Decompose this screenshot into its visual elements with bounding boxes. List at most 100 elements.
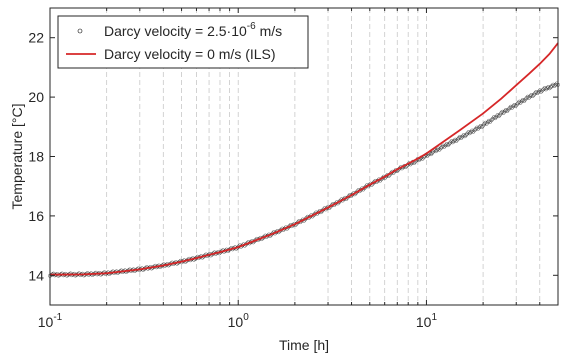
data-point — [487, 118, 491, 123]
legend: Darcy velocity = 2.5·10-6 m/s Darcy veloc… — [57, 15, 309, 69]
data-point — [534, 90, 539, 94]
data-point — [527, 95, 531, 100]
data-point — [456, 136, 461, 141]
data-point — [479, 125, 484, 130]
data-point — [528, 94, 533, 99]
data-point — [433, 149, 438, 154]
ticks-layer: 14 16 18 20 22 10-1 100 101 — [28, 8, 559, 330]
x-axis-label: Time [h] — [279, 337, 329, 353]
x-tick-label: 10-1 — [38, 312, 63, 330]
data-point — [437, 147, 442, 152]
data-point — [446, 143, 450, 148]
data-point — [462, 134, 467, 139]
data-point — [500, 109, 505, 114]
data-point — [461, 133, 466, 138]
data-point — [430, 150, 435, 155]
data-point — [449, 139, 454, 144]
data-point — [453, 137, 458, 142]
data-point — [483, 120, 488, 125]
data-point — [550, 83, 554, 88]
data-point — [516, 101, 521, 106]
data-point — [447, 141, 452, 146]
data-point — [491, 115, 496, 120]
data-point — [468, 130, 473, 134]
data-point — [537, 88, 542, 93]
data-point — [441, 143, 446, 148]
y-tick-label: 22 — [28, 30, 44, 46]
data-point — [517, 99, 522, 104]
data-point — [533, 91, 537, 96]
data-point — [520, 97, 525, 102]
data-point — [529, 93, 534, 97]
data-point — [435, 147, 439, 152]
data-point — [543, 87, 548, 92]
data-point — [539, 89, 543, 94]
data-point — [495, 113, 500, 118]
data-point — [524, 96, 529, 101]
data-point — [464, 132, 469, 137]
series-line-ils — [49, 42, 559, 276]
data-point — [465, 131, 470, 136]
data-point — [530, 94, 535, 99]
data-point — [431, 149, 436, 154]
data-point — [519, 99, 524, 104]
data-point — [542, 86, 547, 91]
y-axis-label: Temperature [°C] — [9, 104, 25, 210]
data-point — [551, 82, 556, 87]
data-point — [473, 127, 478, 131]
data-point — [547, 86, 552, 91]
legend-box — [57, 15, 309, 69]
data-point — [478, 124, 483, 128]
data-point — [444, 142, 449, 146]
data-point — [459, 135, 464, 140]
data-point — [439, 145, 444, 149]
y-tick-label: 20 — [28, 89, 44, 105]
data-point — [448, 140, 453, 145]
data-point — [535, 91, 540, 96]
data-point — [460, 134, 465, 139]
data-point — [471, 129, 476, 134]
data-point — [545, 86, 550, 91]
data-point — [452, 139, 456, 143]
data-point — [420, 156, 425, 161]
legend-label-ils: Darcy velocity = 0 m/s (ILS) — [104, 46, 276, 62]
data-point — [436, 146, 441, 151]
data-point — [472, 128, 477, 133]
data-point — [525, 94, 530, 99]
data-point — [552, 84, 557, 88]
data-point — [540, 88, 545, 93]
legend-marker-darcy — [77, 28, 83, 34]
data-point — [466, 130, 471, 135]
data-point — [477, 125, 482, 130]
data-point — [476, 126, 481, 131]
data-point — [531, 92, 536, 97]
data-point — [454, 138, 459, 143]
data-point — [546, 85, 551, 89]
data-point — [512, 102, 517, 107]
data-point — [536, 89, 541, 94]
data-point — [508, 104, 513, 109]
data-point — [442, 144, 447, 149]
data-point — [443, 143, 448, 148]
legend-label-darcy: Darcy velocity = 2.5·10-6 m/s — [104, 21, 282, 39]
y-tick-label: 14 — [28, 267, 44, 283]
data-point — [553, 82, 558, 87]
data-point — [429, 152, 433, 157]
x-tick-label: 101 — [416, 312, 438, 330]
data-point — [455, 137, 460, 142]
data-point — [467, 131, 472, 136]
series-layer — [48, 42, 560, 278]
data-point — [458, 134, 462, 139]
data-point — [425, 153, 430, 158]
y-tick-label: 16 — [28, 208, 44, 224]
data-point — [504, 108, 508, 112]
data-point — [475, 125, 479, 130]
y-tick-label: 18 — [28, 149, 44, 165]
data-point — [541, 87, 546, 92]
x-tick-label: 100 — [228, 312, 250, 330]
data-point — [438, 146, 443, 151]
data-point — [548, 85, 553, 90]
data-point — [470, 128, 475, 133]
data-point — [450, 140, 455, 145]
